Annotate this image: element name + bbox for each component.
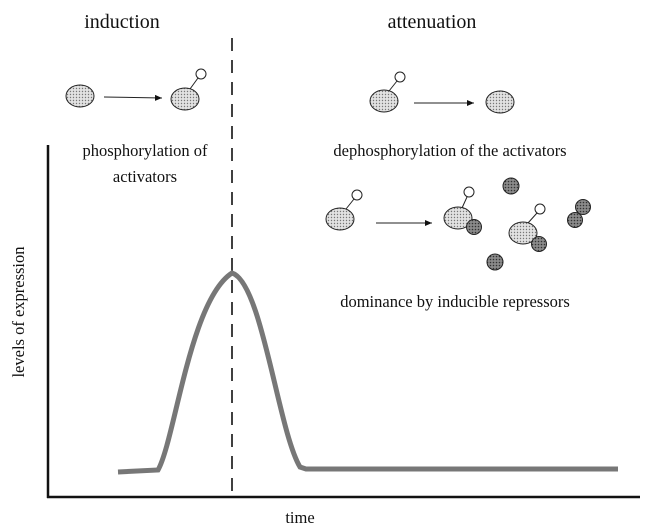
heading-induction: induction xyxy=(84,11,160,33)
phosphorylation-label: phosphorylation of xyxy=(82,141,208,160)
phosphorylation-icons xyxy=(65,68,207,111)
expression-curve xyxy=(117,270,618,475)
dephosphorylation-icons xyxy=(369,71,515,114)
dominance-label: dominance by inducible repressors xyxy=(340,292,570,311)
dephosphorylation-label: dephosphorylation of the activators xyxy=(333,141,566,160)
x-axis-label: time xyxy=(285,508,314,527)
heading-attenuation: attenuation xyxy=(388,11,477,33)
y-axis-label: levels of expression xyxy=(9,246,28,377)
repressor-icons xyxy=(325,177,591,271)
phosphorylation-label: activators xyxy=(113,167,177,186)
